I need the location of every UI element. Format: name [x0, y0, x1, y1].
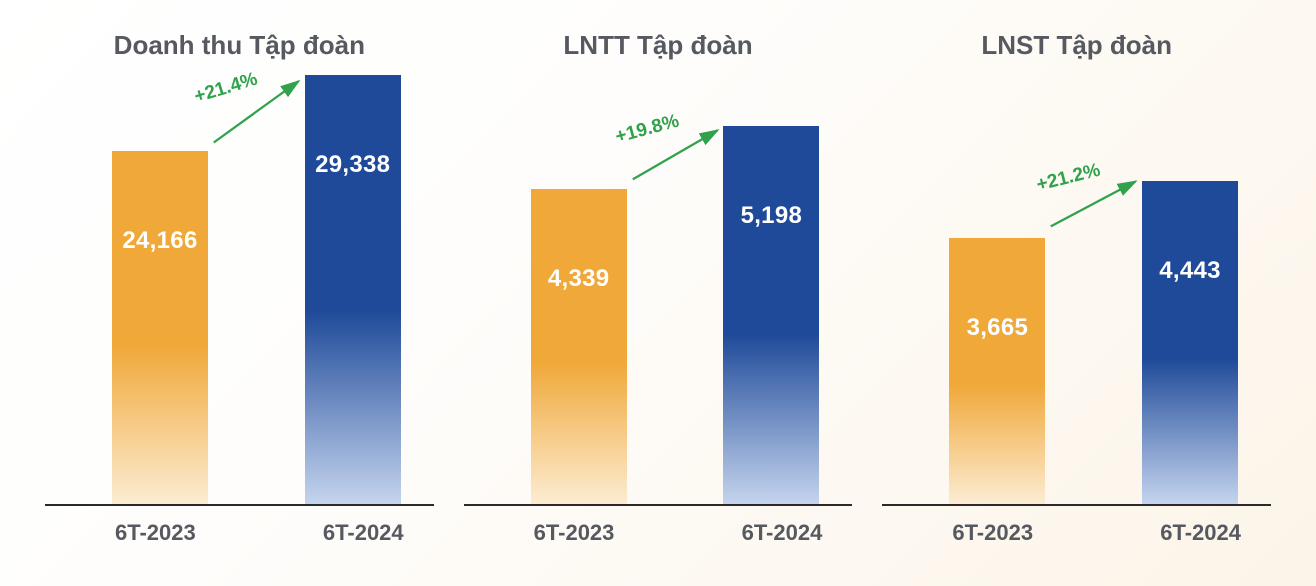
bar-fill: 4,443	[1142, 181, 1238, 504]
x-axis-label: 6T-2023	[882, 520, 1076, 546]
bar-6t-2023: 3,665	[949, 75, 1045, 504]
chart-panel-lnst: LNST Tập đoàn 3,665 4,443 +21	[867, 30, 1286, 546]
chart-panel-revenue: Doanh thu Tập đoàn 24,166 29,338	[30, 30, 449, 546]
chart-title: LNTT Tập đoàn	[563, 30, 752, 61]
bar-value-label: 4,443	[1142, 257, 1238, 285]
bar-value-label: 29,338	[305, 151, 401, 179]
chart-plot-area: 4,339 5,198 +19.8%	[464, 75, 853, 506]
bar-fill: 3,665	[949, 238, 1045, 504]
bar-6t-2023: 24,166	[112, 75, 208, 504]
bar-value-label: 24,166	[112, 227, 208, 255]
x-axis-label: 6T-2023	[45, 520, 239, 546]
chart-title: LNST Tập đoàn	[981, 30, 1172, 61]
x-axis-label: 6T-2024	[658, 520, 852, 546]
chart-plot-area: 3,665 4,443 +21.2%	[882, 75, 1271, 506]
x-axis: 6T-2023 6T-2024	[45, 520, 434, 546]
bar-value-label: 3,665	[949, 314, 1045, 342]
x-axis-label: 6T-2024	[1077, 520, 1271, 546]
chart-panel-lntt: LNTT Tập đoàn 4,339 5,198 +19	[449, 30, 868, 546]
bar-fill: 29,338	[305, 75, 401, 504]
charts-row: Doanh thu Tập đoàn 24,166 29,338	[0, 0, 1316, 586]
bar-value-label: 4,339	[531, 265, 627, 293]
bar-fill: 5,198	[723, 126, 819, 504]
chart-plot-area: 24,166 29,338 +21.4%	[45, 75, 434, 506]
bar-6t-2024: 5,198	[723, 75, 819, 504]
bar-fill: 4,339	[531, 189, 627, 504]
x-axis-label: 6T-2023	[464, 520, 658, 546]
bar-fill: 24,166	[112, 151, 208, 504]
bar-6t-2024: 29,338	[305, 75, 401, 504]
x-axis: 6T-2023 6T-2024	[464, 520, 853, 546]
bar-6t-2024: 4,443	[1142, 75, 1238, 504]
bar-value-label: 5,198	[723, 202, 819, 230]
x-axis: 6T-2023 6T-2024	[882, 520, 1271, 546]
x-axis-label: 6T-2024	[239, 520, 433, 546]
bar-6t-2023: 4,339	[531, 75, 627, 504]
chart-title: Doanh thu Tập đoàn	[114, 30, 365, 61]
